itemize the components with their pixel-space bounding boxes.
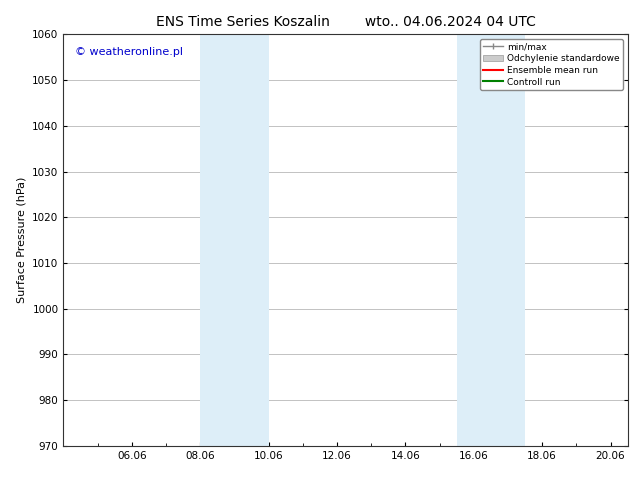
Y-axis label: Surface Pressure (hPa): Surface Pressure (hPa) (16, 177, 27, 303)
Bar (456, 34, 491, 446)
Text: © weatheronline.pl: © weatheronline.pl (75, 47, 183, 57)
Bar (200, 34, 235, 446)
Bar (235, 34, 269, 446)
Bar (491, 34, 525, 446)
Title: ENS Time Series Koszalin        wto.. 04.06.2024 04 UTC: ENS Time Series Koszalin wto.. 04.06.202… (155, 15, 536, 29)
Legend: min/max, Odchylenie standardowe, Ensemble mean run, Controll run: min/max, Odchylenie standardowe, Ensembl… (480, 39, 623, 90)
